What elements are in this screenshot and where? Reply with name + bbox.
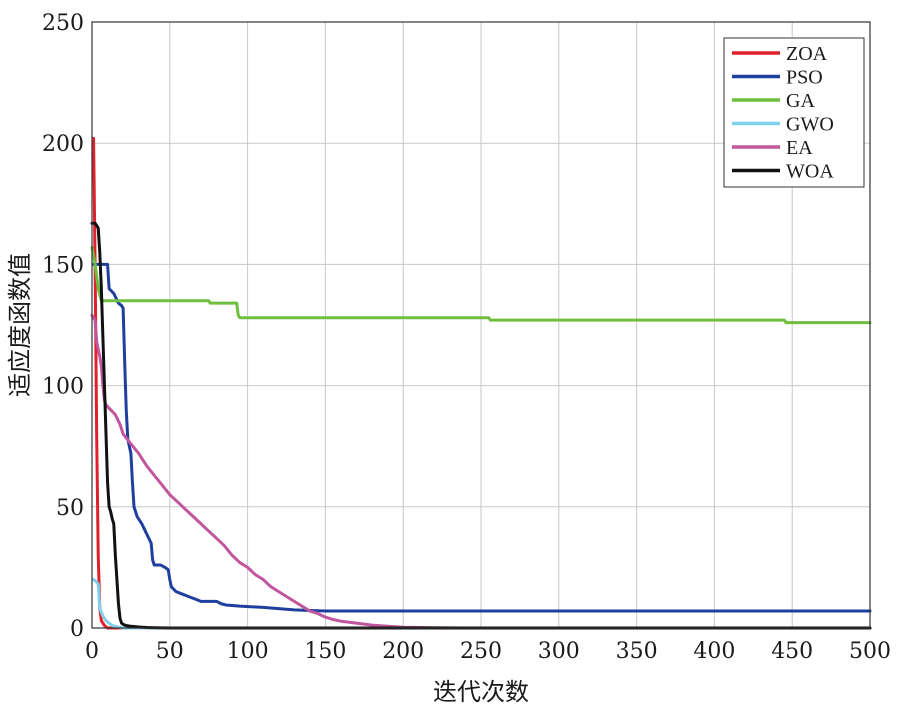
legend-label-ea: EA — [786, 137, 813, 159]
plot-frame — [91, 21, 871, 629]
legend-box — [723, 37, 865, 188]
tick-labels: 0 50 100 150 200 250 300 350 400 450 500 0 50 100 150 2… — [42, 11, 891, 664]
legend-label-gwo: GWO — [786, 114, 834, 136]
legend-label-zoa: ZOA — [786, 43, 828, 65]
y-axis-title: 适应度函数值 — [6, 253, 34, 397]
x-tick-label: 300 — [538, 639, 580, 664]
x-tick-label: 0 — [85, 639, 99, 664]
legend-label-woa: WOA — [786, 161, 834, 183]
x-tick-label: 250 — [460, 639, 502, 664]
series-line-woa — [90, 221, 872, 630]
series-line-pso — [92, 262, 872, 613]
x-tick-label: 500 — [849, 639, 891, 664]
y-tick-label: 200 — [42, 132, 84, 157]
x-tick-label: 200 — [382, 639, 424, 664]
y-tick-label: 50 — [56, 496, 84, 521]
y-tick-label: 0 — [70, 617, 84, 642]
y-tick-label: 100 — [42, 375, 84, 400]
x-tick-label: 450 — [771, 639, 813, 664]
x-tick-label: 100 — [227, 639, 269, 664]
x-tick-label: 150 — [304, 639, 346, 664]
series-line-ga — [90, 245, 872, 325]
series-lines — [90, 136, 872, 630]
x-axis-title: 迭代次数 — [433, 678, 529, 706]
x-tick-label: 400 — [693, 639, 735, 664]
x-tick-label: 50 — [156, 639, 184, 664]
y-tick-label: 250 — [42, 11, 84, 36]
x-tick-label: 350 — [616, 639, 658, 664]
y-tick-label: 150 — [42, 253, 84, 278]
series-line-gwo — [92, 578, 872, 630]
legend-label-ga: GA — [786, 90, 815, 112]
legend-label-pso: PSO — [786, 67, 823, 89]
